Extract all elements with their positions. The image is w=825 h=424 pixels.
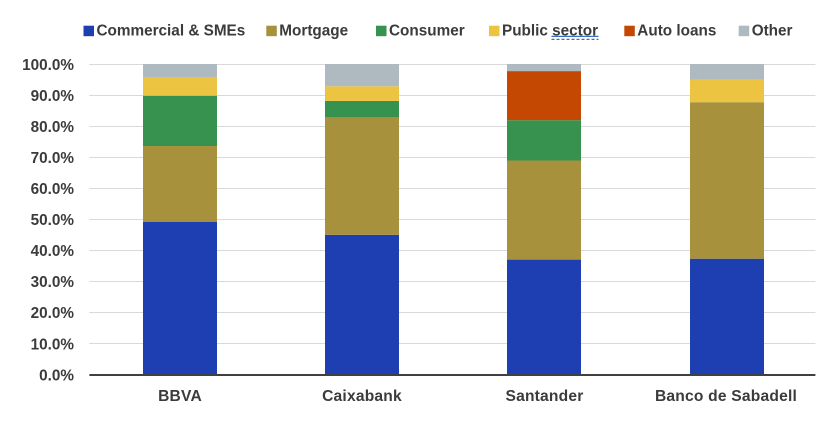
svg-text:40.0%: 40.0% xyxy=(31,243,75,260)
svg-text:Other: Other xyxy=(752,22,793,39)
svg-text:0.0%: 0.0% xyxy=(39,367,74,384)
svg-text:BBVA: BBVA xyxy=(158,388,202,405)
svg-text:50.0%: 50.0% xyxy=(31,212,75,229)
svg-text:Public sector: Public sector xyxy=(502,22,598,39)
svg-text:60.0%: 60.0% xyxy=(31,181,75,198)
svg-text:100.0%: 100.0% xyxy=(22,57,74,74)
svg-text:Mortgage: Mortgage xyxy=(279,22,348,39)
svg-text:Caixabank: Caixabank xyxy=(322,388,402,405)
svg-text:70.0%: 70.0% xyxy=(31,150,75,167)
svg-text:30.0%: 30.0% xyxy=(31,274,75,291)
svg-text:10.0%: 10.0% xyxy=(31,336,75,353)
svg-text:80.0%: 80.0% xyxy=(31,119,75,136)
svg-text:90.0%: 90.0% xyxy=(31,88,75,105)
svg-text:Santander: Santander xyxy=(505,388,583,405)
svg-text:20.0%: 20.0% xyxy=(31,305,75,322)
svg-text:Auto loans: Auto loans xyxy=(637,22,716,39)
svg-text:Banco de Sabadell: Banco de Sabadell xyxy=(655,388,797,405)
svg-text:Consumer: Consumer xyxy=(389,22,465,39)
svg-text:Commercial & SMEs: Commercial & SMEs xyxy=(97,22,246,39)
